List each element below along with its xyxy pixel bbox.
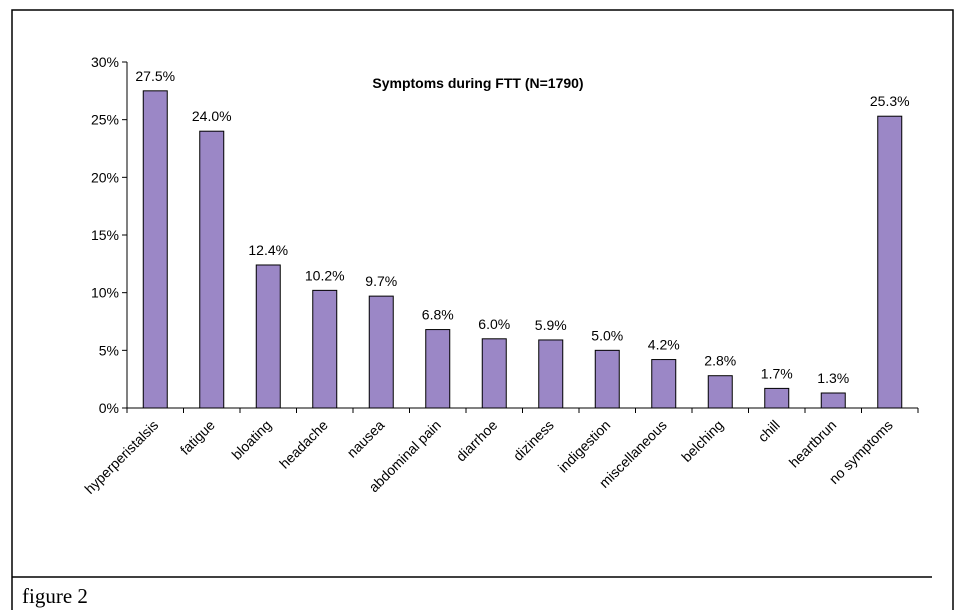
value-label: 9.7% [365, 273, 397, 289]
chart-title: Symptoms during FTT (N=1790) [372, 75, 583, 91]
bar [199, 130, 225, 409]
x-tick-label: nausea [344, 417, 388, 461]
value-label: 4.2% [648, 337, 680, 353]
bar [707, 375, 733, 409]
value-label: 2.8% [704, 353, 736, 369]
y-tick-label: 20% [91, 169, 119, 185]
x-tick-label: hyperperistalsis [81, 417, 161, 497]
x-tick-label: headache [276, 417, 331, 472]
y-tick-label: 30% [91, 54, 119, 70]
caption: figure 2 [22, 584, 88, 608]
x-tick-label: indigestion [555, 417, 614, 476]
bar [651, 359, 677, 409]
y-tick-label: 0% [99, 400, 119, 416]
bar [255, 264, 281, 409]
value-label: 1.7% [761, 365, 793, 381]
value-label: 1.3% [817, 370, 849, 386]
value-label: 6.0% [478, 316, 510, 332]
y-tick-label: 5% [99, 342, 119, 358]
y-tick-label: 15% [91, 227, 119, 243]
value-label: 6.8% [422, 307, 454, 323]
bar [368, 295, 394, 409]
bar [764, 387, 790, 409]
bar [481, 338, 507, 409]
bar [142, 90, 168, 409]
x-tick-label: belching [678, 417, 726, 465]
x-tick-label: chill [754, 417, 782, 445]
x-tick-label: heartbrun [786, 417, 840, 471]
value-label: 27.5% [135, 68, 175, 84]
y-tick-label: 10% [91, 285, 119, 301]
value-label: 12.4% [248, 242, 288, 258]
x-tick-label: fatigue [177, 417, 218, 458]
value-label: 5.9% [535, 317, 567, 333]
x-tick-label: diziness [510, 417, 557, 464]
bar [877, 115, 903, 409]
frame [11, 9, 954, 615]
x-tick-label: bloating [228, 417, 274, 463]
bar [820, 392, 846, 409]
x-tick-label: diarrhoe [453, 417, 501, 465]
value-label: 5.0% [591, 327, 623, 343]
bar [312, 289, 338, 409]
bar [425, 329, 451, 409]
value-label: 10.2% [305, 267, 345, 283]
bar [594, 349, 620, 409]
value-label: 25.3% [870, 93, 910, 109]
bar [538, 339, 564, 409]
y-tick-label: 25% [91, 112, 119, 128]
value-label: 24.0% [192, 108, 232, 124]
